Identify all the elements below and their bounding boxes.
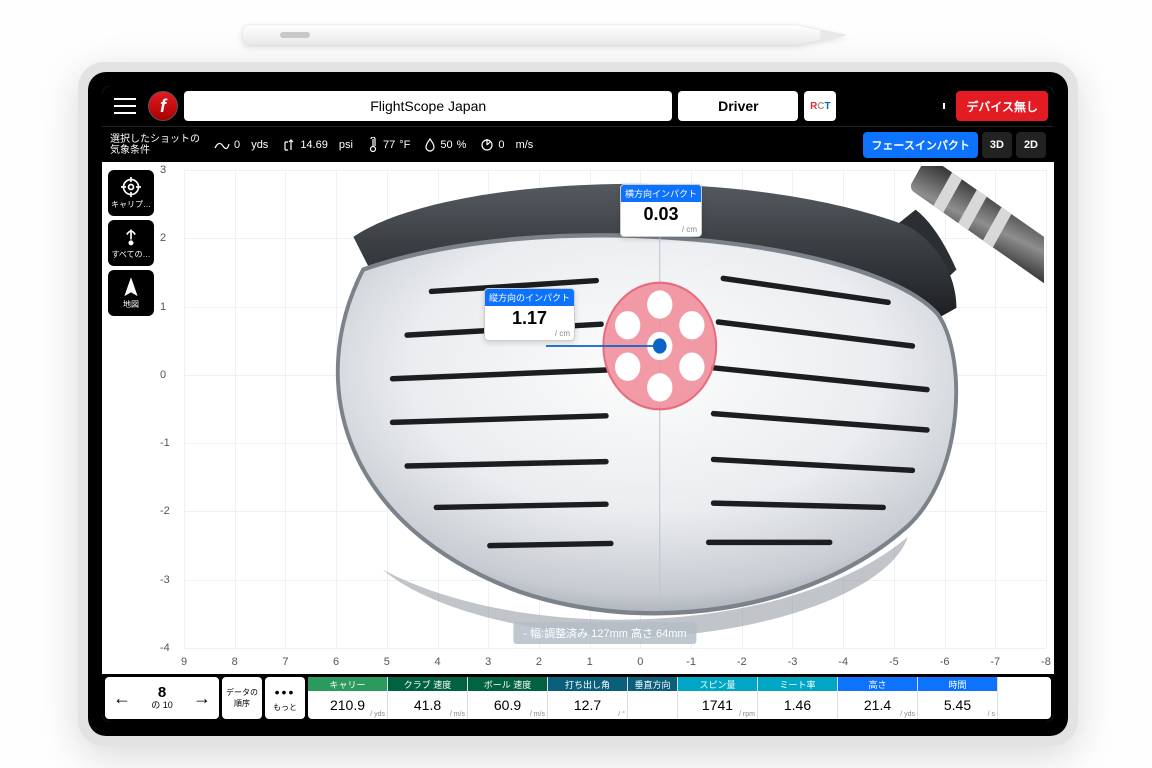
impact-chart: 3 2 1 0 -1 -2 -3 -4 9 8 7 6 5 4 3 2 1 0 -1 -2 -3 -4 -5 -6 -7 -8 xyxy=(160,166,1050,670)
menu-button[interactable] xyxy=(108,91,142,121)
metric-キャリー[interactable]: キャリー210.9/ yds xyxy=(308,677,388,719)
side-tools: キャリプ…すべての…地図 xyxy=(108,170,154,320)
cond-distance: 0 yds xyxy=(214,138,268,152)
bottom-bar: ← 8 の 10 → データの 順序 ••• もっと キャリー210.9/ yd… xyxy=(102,674,1054,722)
x-tick: -7 xyxy=(990,656,1000,668)
grid-icon xyxy=(886,96,906,116)
x-tick: 6 xyxy=(333,656,339,668)
metric-クラブ 速度[interactable]: クラブ 速度41.8/ m/s xyxy=(388,677,468,719)
club-selector[interactable]: Driver xyxy=(678,91,798,121)
x-tick: 0 xyxy=(637,656,643,668)
x-tick: 4 xyxy=(434,656,440,668)
top-bar: f FlightScope Japan Driver RCT デバイス無し xyxy=(102,86,1054,126)
metric-ミート率[interactable]: ミート率1.46 xyxy=(758,677,838,719)
x-tick: 9 xyxy=(181,656,187,668)
view-tab-2D[interactable]: 2D xyxy=(1016,132,1046,158)
metric-垂直方向[interactable]: 垂直方向 xyxy=(628,677,678,719)
cond-pressure: 14.69 psi xyxy=(282,138,353,152)
y-tick: -1 xyxy=(160,437,170,449)
more-button[interactable]: ••• もっと xyxy=(265,677,305,719)
device-status: デバイス無し xyxy=(956,91,1048,121)
view-tab-フェースインパクト[interactable]: フェースインパクト xyxy=(863,132,977,158)
tool-all-shots[interactable]: すべての… xyxy=(108,220,154,266)
cond-humidity: 50% xyxy=(424,138,466,152)
club-head-graphic xyxy=(188,166,1044,646)
callout-horizontal: 横方向インパクト 0.03 / cm xyxy=(620,184,702,237)
data-order-button[interactable]: データの 順序 xyxy=(222,677,262,719)
x-tick: -8 xyxy=(1041,656,1051,668)
x-tick: 8 xyxy=(232,656,238,668)
conditions-label: 選択したショットの気象条件 xyxy=(110,134,200,156)
metric-ボール 速度[interactable]: ボール 速度60.9/ m/s xyxy=(468,677,548,719)
main-area: キャリプ…すべての…地図 3 2 1 0 -1 -2 -3 -4 9 8 7 6 5 4 3 2 1 0 -1 -2 -… xyxy=(102,162,1054,674)
apple-pencil xyxy=(238,22,858,48)
y-tick: 1 xyxy=(160,301,166,313)
y-tick: -3 xyxy=(160,574,170,586)
battery-icon xyxy=(922,99,946,113)
x-tick: 1 xyxy=(587,656,593,668)
layout-grid-button[interactable] xyxy=(880,91,912,121)
x-tick: -2 xyxy=(737,656,747,668)
tablet-frame: f FlightScope Japan Driver RCT デバイス無し 選択… xyxy=(78,62,1078,746)
x-tick: -1 xyxy=(686,656,696,668)
tool-calibrate[interactable]: キャリプ… xyxy=(108,170,154,216)
x-tick: 2 xyxy=(536,656,542,668)
rct-badge[interactable]: RCT xyxy=(804,91,836,121)
y-tick: -4 xyxy=(160,642,170,654)
tool-map[interactable]: 地図 xyxy=(108,270,154,316)
next-shot-button[interactable]: → xyxy=(185,677,219,719)
y-tick: 0 xyxy=(160,369,166,381)
shot-counter: 8 の 10 xyxy=(139,685,185,711)
app-logo: f xyxy=(148,91,178,121)
dimension-note: - 幅:調整済み 127mm 高さ 64mm xyxy=(513,622,696,644)
session-title[interactable]: FlightScope Japan xyxy=(184,91,672,121)
metric-高さ[interactable]: 高さ21.4/ yds xyxy=(838,677,918,719)
prev-shot-button[interactable]: ← xyxy=(105,677,139,719)
callout-vertical: 縦方向のインパクト 1.17 / cm xyxy=(484,288,575,341)
x-tick: -4 xyxy=(838,656,848,668)
x-tick: -3 xyxy=(788,656,798,668)
settings-button[interactable] xyxy=(842,91,874,121)
conditions-bar: 選択したショットの気象条件 0 yds 14.69 psi 77°F 50% 0… xyxy=(102,126,1054,162)
view-tabs: フェースインパクト3D2D xyxy=(863,132,1046,158)
cond-wind: 0 m/s xyxy=(480,138,533,152)
app-screen: f FlightScope Japan Driver RCT デバイス無し 選択… xyxy=(102,86,1054,722)
y-tick: -2 xyxy=(160,505,170,517)
cond-temperature: 77°F xyxy=(367,137,410,153)
metric-打ち出し角[interactable]: 打ち出し角12.7/ ° xyxy=(548,677,628,719)
shot-nav: ← 8 の 10 → xyxy=(105,677,219,719)
x-tick: 5 xyxy=(384,656,390,668)
x-tick: -5 xyxy=(889,656,899,668)
y-tick: 2 xyxy=(160,232,166,244)
metric-時間[interactable]: 時間5.45/ s xyxy=(918,677,998,719)
view-tab-3D[interactable]: 3D xyxy=(982,132,1012,158)
x-tick: -6 xyxy=(940,656,950,668)
gear-icon xyxy=(848,96,868,116)
x-tick: 7 xyxy=(282,656,288,668)
metrics-strip[interactable]: キャリー210.9/ ydsクラブ 速度41.8/ m/sボール 速度60.9/… xyxy=(308,677,1051,719)
battery-indicator xyxy=(918,91,950,121)
metric-スピン量[interactable]: スピン量1741/ rpm xyxy=(678,677,758,719)
x-tick: 3 xyxy=(485,656,491,668)
y-tick: 3 xyxy=(160,164,166,176)
